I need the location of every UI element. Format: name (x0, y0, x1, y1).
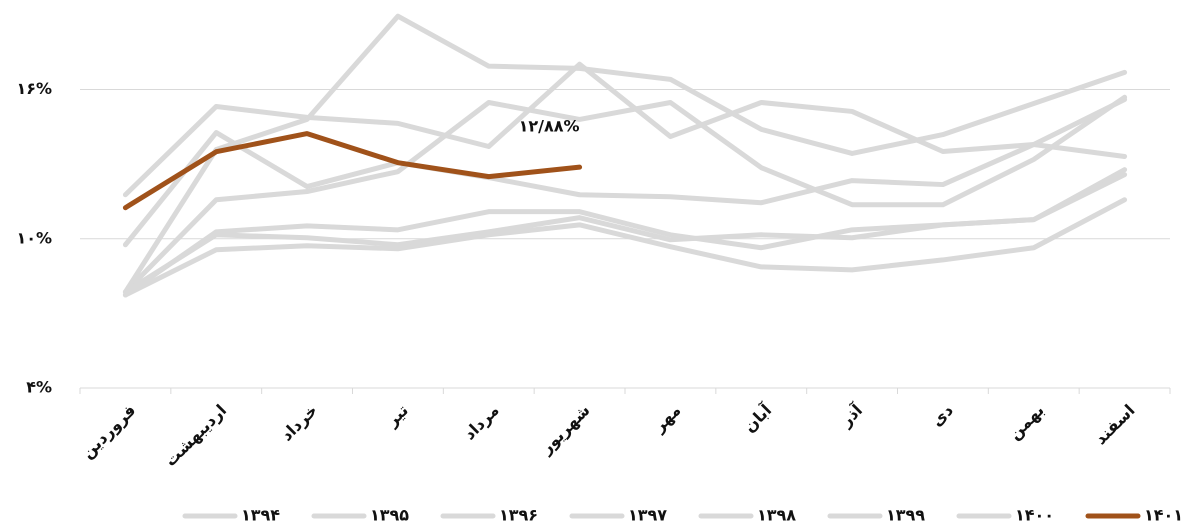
legend-label: ۱۳۹۷ (628, 506, 667, 525)
legend-label: ۱۴۰۱ (1144, 506, 1183, 525)
y-tick-label: ۱۰% (16, 228, 52, 247)
legend-label: ۱۴۰۰ (1015, 506, 1054, 525)
legend-label: ۱۳۹۴ (241, 506, 280, 525)
x-tick-label: آبان (739, 400, 776, 437)
x-tick-label: بهمن (1005, 401, 1048, 444)
series-line (122, 61, 1128, 198)
series-line (122, 131, 583, 211)
legend-label: ۱۳۹۸ (757, 506, 796, 525)
series-line (122, 197, 1128, 298)
legend-label: ۱۳۹۹ (886, 506, 925, 525)
legend-label: ۱۳۹۶ (499, 506, 538, 525)
x-tick-label: دی (927, 401, 957, 431)
legend-label: ۱۳۹۵ (370, 506, 409, 525)
x-tick-label: خرداد (277, 401, 321, 445)
series-line (122, 13, 1128, 295)
x-tick-label: فروردین (78, 401, 140, 463)
annotation: ۱۲/۸۸% (519, 117, 580, 136)
x-tick-label: مهر (649, 401, 685, 437)
x-tick-label: اسفند (1091, 401, 1139, 449)
x-tick-label: تیر (382, 401, 412, 431)
x-tick-label: شهریور (536, 401, 594, 459)
x-tick-label: مرداد (460, 401, 503, 444)
series-line (122, 94, 1128, 295)
series-line (122, 172, 1128, 295)
series-line (122, 97, 1128, 248)
y-tick-label: ۱۶% (16, 79, 52, 98)
x-tick-label: آذر (835, 400, 866, 431)
y-tick-label: ۴% (26, 378, 52, 397)
x-tick-label: اردیبهشت (161, 401, 230, 470)
